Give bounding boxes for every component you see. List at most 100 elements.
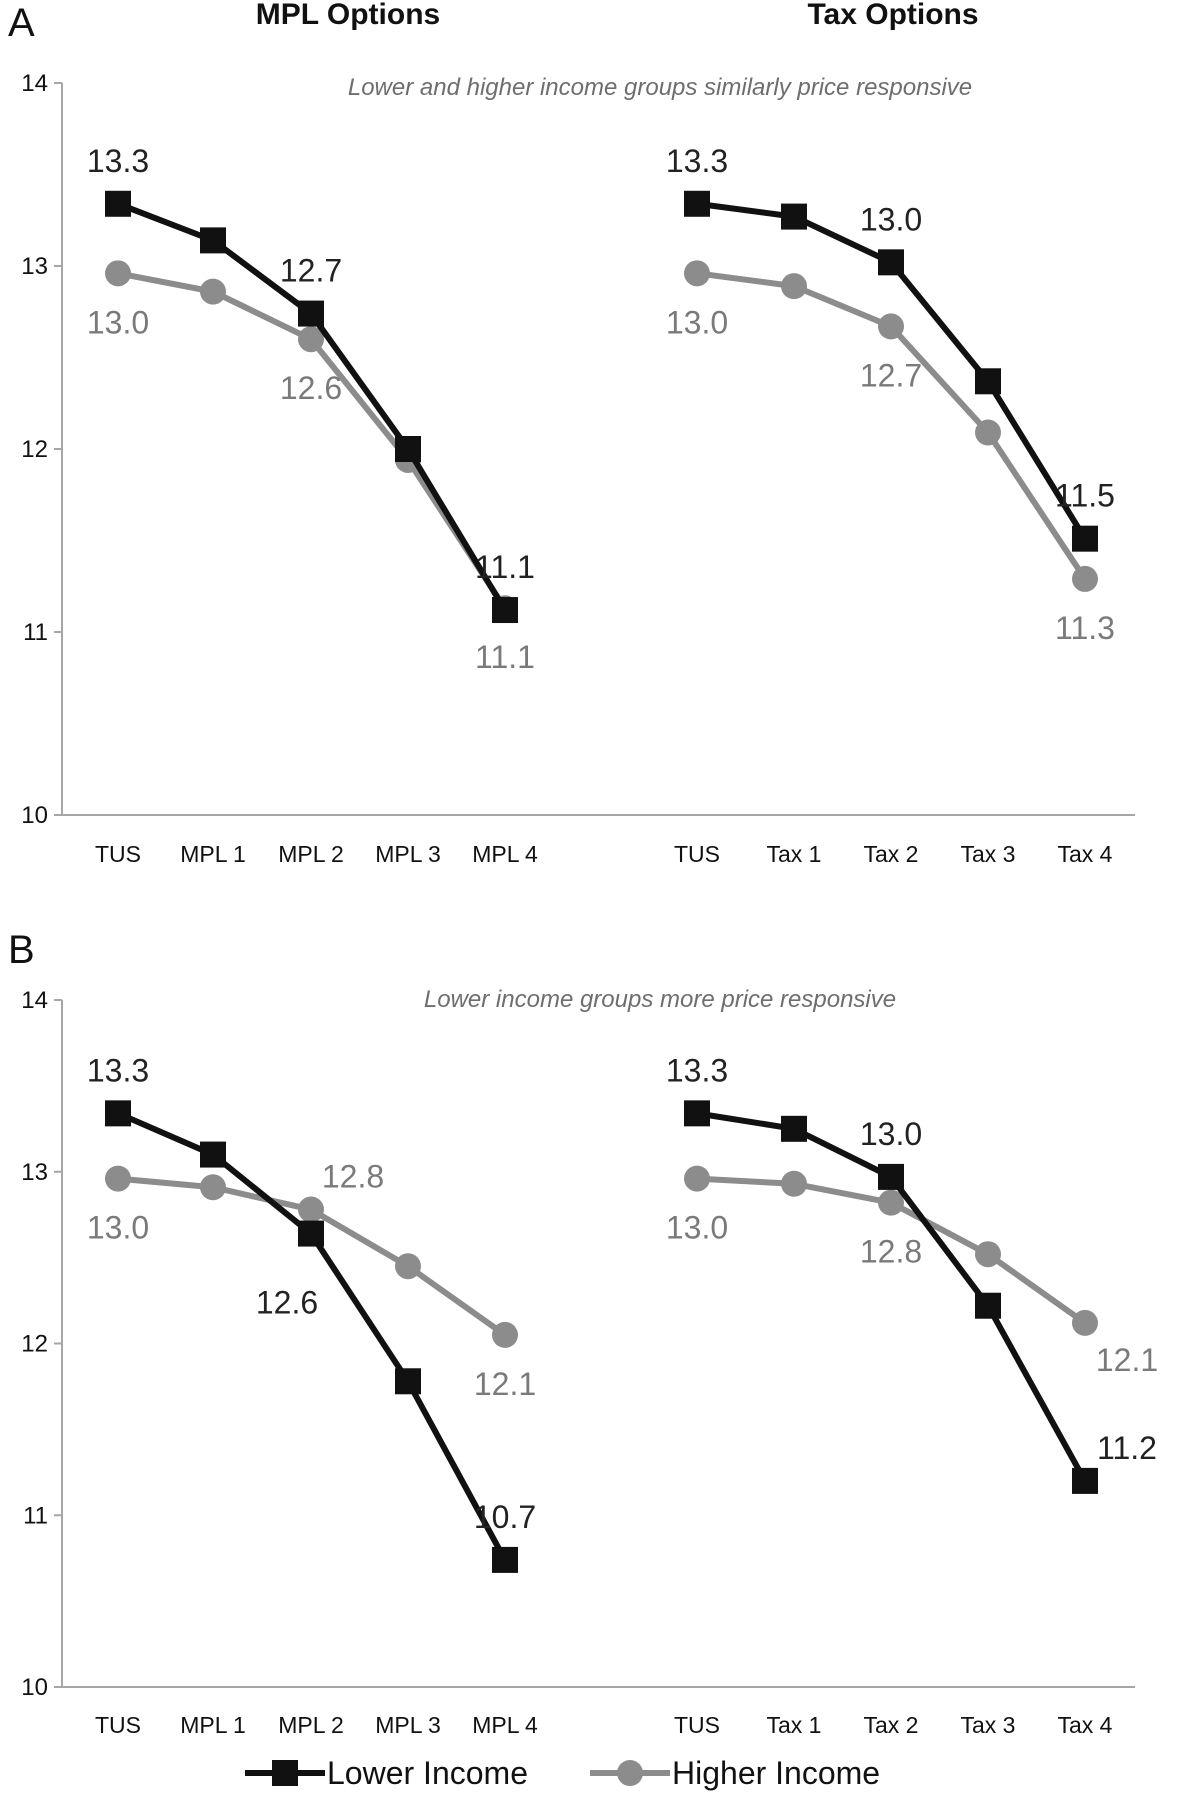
data-point-lower-income <box>492 597 518 624</box>
legend-marker-square <box>272 1760 298 1786</box>
data-point-higher-income <box>200 1174 226 1201</box>
data-point-lower-income <box>105 190 131 217</box>
data-label-lower-income: 13.3 <box>87 143 149 179</box>
data-label-lower-income: 13.0 <box>860 201 922 237</box>
data-point-lower-income <box>975 368 1001 395</box>
data-label-lower-income: 10.7 <box>474 1499 536 1535</box>
data-point-lower-income <box>878 249 904 276</box>
y-tick-label: 13 <box>21 253 48 280</box>
data-label-higher-income: 13.0 <box>666 304 728 340</box>
y-tick-label: 11 <box>23 1502 48 1529</box>
data-label-higher-income: 12.7 <box>860 357 922 393</box>
data-point-lower-income <box>395 436 421 462</box>
x-tick-label: MPL 1 <box>180 1712 246 1738</box>
data-point-lower-income <box>1072 525 1098 552</box>
y-tick-label: 12 <box>21 1331 48 1358</box>
data-point-higher-income <box>1072 565 1098 592</box>
data-point-lower-income <box>781 1115 807 1142</box>
data-label-lower-income: 13.3 <box>666 1052 728 1088</box>
data-point-higher-income <box>878 313 904 340</box>
column-title-1: MPL Options <box>256 0 440 31</box>
y-tick-label: 14 <box>21 987 48 1014</box>
x-tick-label: Tax 3 <box>961 841 1016 867</box>
data-label-higher-income: 12.8 <box>860 1234 922 1270</box>
y-tick-label: 14 <box>21 70 48 97</box>
data-point-higher-income <box>781 1170 807 1197</box>
data-point-higher-income <box>105 260 131 287</box>
x-tick-label: MPL 3 <box>375 1712 441 1738</box>
panel-letter-B: B <box>8 928 35 972</box>
x-tick-label: Tax 3 <box>961 1712 1016 1738</box>
x-tick-label: Tax 1 <box>767 841 822 867</box>
x-tick-label: Tax 1 <box>767 1712 822 1738</box>
data-point-lower-income <box>492 1546 518 1573</box>
data-label-higher-income: 13.0 <box>87 1210 149 1246</box>
data-label-higher-income: 12.1 <box>1096 1342 1158 1378</box>
data-point-lower-income <box>395 1368 421 1395</box>
data-point-lower-income <box>200 227 226 254</box>
x-tick-label: MPL 4 <box>472 841 538 867</box>
data-label-higher-income: 13.0 <box>87 304 149 340</box>
x-tick-label: TUS <box>95 841 141 867</box>
data-label-lower-income: 13.3 <box>666 143 728 179</box>
data-point-lower-income <box>200 1141 226 1168</box>
data-point-higher-income <box>878 1189 904 1216</box>
x-tick-label: MPL 1 <box>180 841 246 867</box>
x-tick-label: MPL 4 <box>472 1712 538 1738</box>
data-point-higher-income <box>105 1165 131 1192</box>
data-label-higher-income: 12.6 <box>280 370 342 406</box>
data-label-lower-income: 13.3 <box>87 1052 149 1088</box>
panel-subtitle-A: Lower and higher income groups similarly… <box>348 74 972 101</box>
data-point-lower-income <box>975 1292 1001 1319</box>
y-tick-label: 10 <box>21 802 48 829</box>
x-tick-label: TUS <box>674 1712 720 1738</box>
data-point-lower-income <box>298 300 324 327</box>
y-tick-label: 13 <box>21 1159 48 1186</box>
y-tick-label: 12 <box>21 436 48 463</box>
data-label-lower-income: 11.5 <box>1055 478 1115 514</box>
data-point-higher-income <box>781 273 807 300</box>
legend-label-lower-income: Lower Income <box>327 1755 528 1791</box>
column-title-2: Tax Options <box>807 0 978 31</box>
legend-label-higher-income: Higher Income <box>672 1755 880 1791</box>
legend-marker-circle <box>617 1760 643 1786</box>
data-point-lower-income <box>298 1220 324 1247</box>
x-tick-label: TUS <box>95 1712 141 1738</box>
data-point-higher-income <box>975 1241 1001 1268</box>
y-tick-label: 10 <box>21 1674 48 1701</box>
data-point-higher-income <box>298 1196 324 1223</box>
data-point-lower-income <box>105 1100 131 1127</box>
data-label-higher-income: 11.1 <box>475 639 535 675</box>
data-point-higher-income <box>492 1321 518 1348</box>
series-line-lower-income <box>116 1110 508 1562</box>
data-point-higher-income <box>200 278 226 305</box>
panel-subtitle-B: Lower income groups more price responsiv… <box>424 986 896 1013</box>
data-label-higher-income: 12.1 <box>474 1366 536 1402</box>
x-tick-label: MPL 2 <box>278 1712 344 1738</box>
y-tick-label: 11 <box>23 619 48 646</box>
data-point-higher-income <box>395 1253 421 1280</box>
x-tick-label: Tax 4 <box>1058 841 1113 867</box>
x-tick-label: Tax 2 <box>864 1712 919 1738</box>
panel-letter-A: A <box>8 1 35 45</box>
data-label-higher-income: 13.0 <box>666 1210 728 1246</box>
data-point-higher-income <box>684 1165 710 1192</box>
data-label-higher-income: 12.8 <box>322 1159 384 1195</box>
x-tick-label: Tax 4 <box>1058 1712 1113 1738</box>
data-label-lower-income: 13.0 <box>860 1116 922 1152</box>
data-label-higher-income: 11.3 <box>1055 610 1115 646</box>
x-tick-label: TUS <box>674 841 720 867</box>
data-point-higher-income <box>1072 1309 1098 1336</box>
data-point-lower-income <box>684 190 710 217</box>
data-point-lower-income <box>878 1163 904 1190</box>
data-point-higher-income <box>684 260 710 287</box>
data-point-higher-income <box>298 326 324 353</box>
data-point-lower-income <box>684 1100 710 1127</box>
data-label-lower-income: 12.7 <box>280 253 342 289</box>
data-point-higher-income <box>975 419 1001 446</box>
data-label-lower-income: 11.1 <box>475 549 535 585</box>
x-tick-label: MPL 2 <box>278 841 344 867</box>
data-label-lower-income: 12.6 <box>256 1285 318 1321</box>
